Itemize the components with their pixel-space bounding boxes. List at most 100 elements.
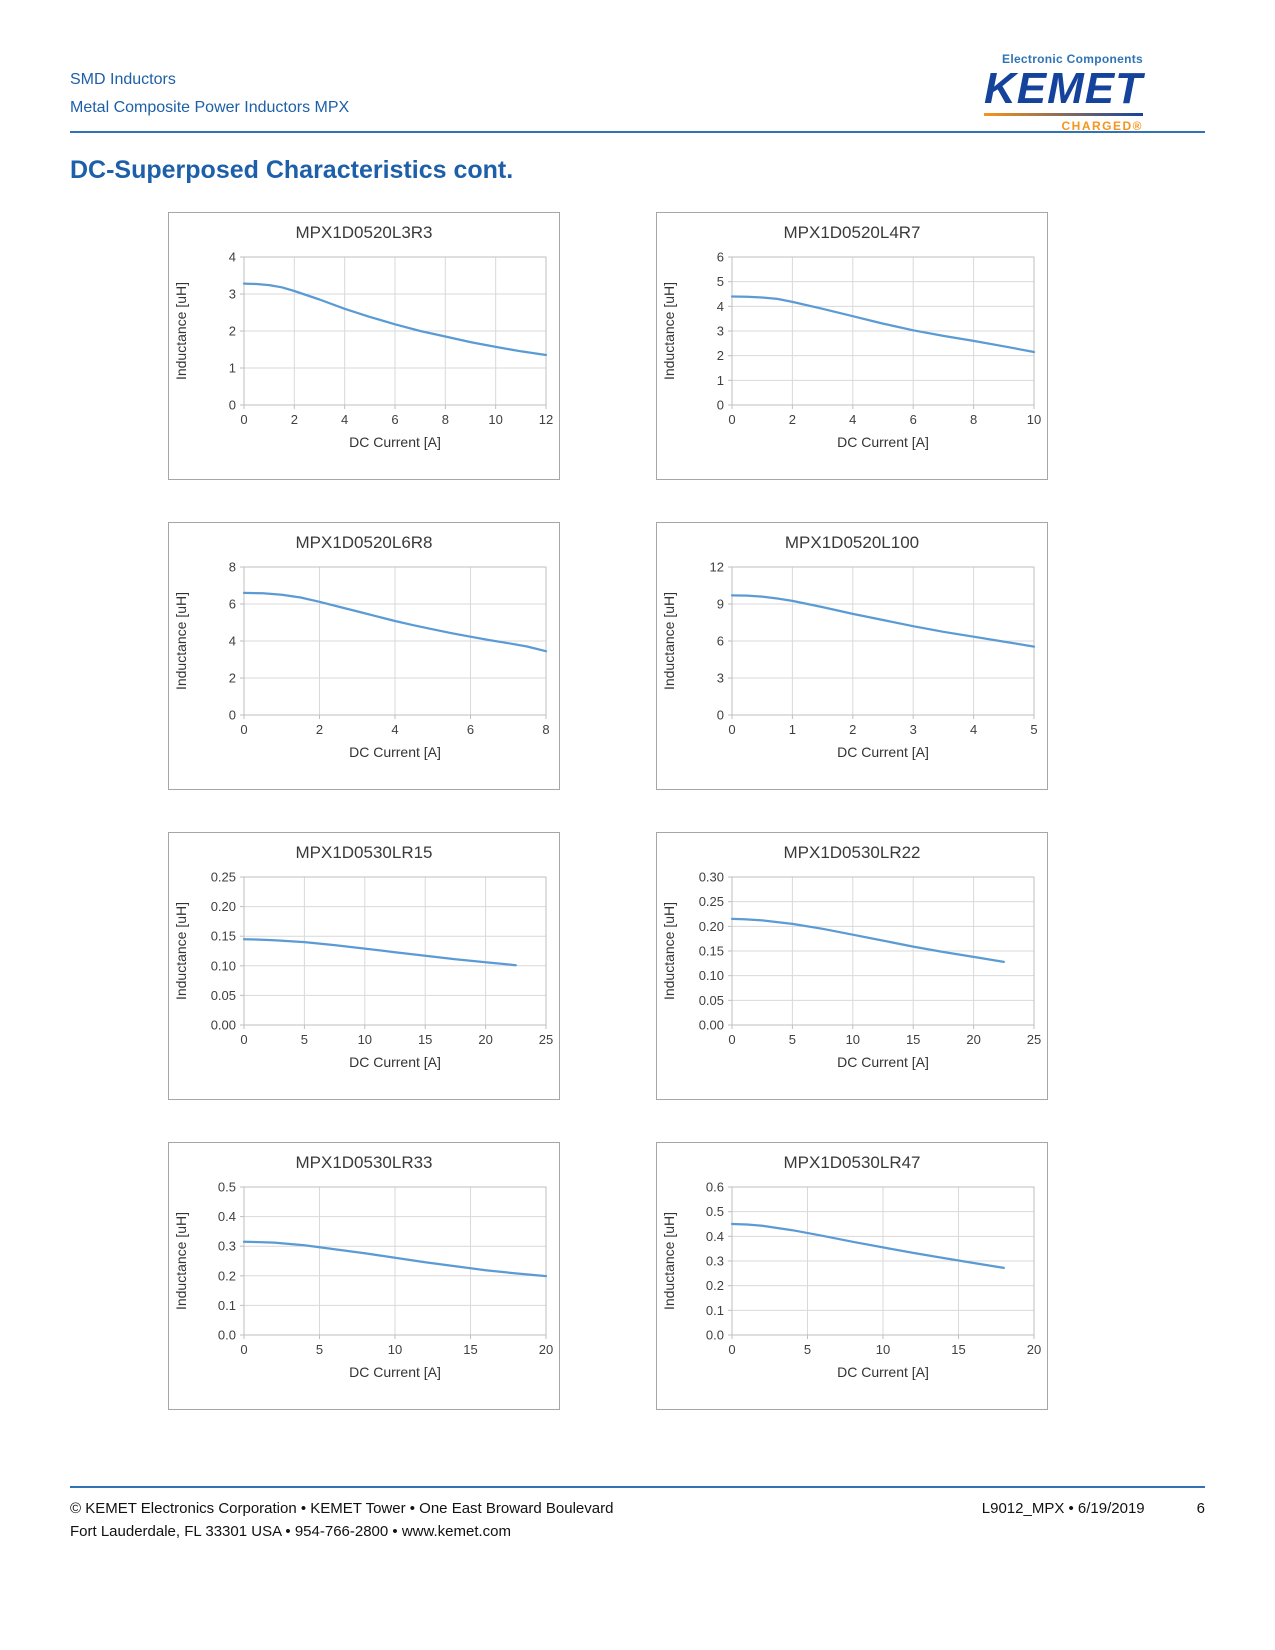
svg-text:12: 12 <box>710 560 724 575</box>
svg-text:15: 15 <box>906 1032 920 1047</box>
chart-plot: 0 5 10 15 20 0.0 0.1 0.2 0.3 0.4 0.5 0.6 DC Current … <box>661 1180 1041 1381</box>
svg-text:0.00: 0.00 <box>699 1018 724 1033</box>
svg-text:0.25: 0.25 <box>211 870 236 885</box>
svg-text:0.15: 0.15 <box>699 944 724 959</box>
chart-panel: MPX1D0530LR47 0 5 10 15 20 0.0 0.1 0.2 0.3 0.4 0.5… <box>656 1142 1048 1410</box>
svg-text:0: 0 <box>728 1032 735 1047</box>
svg-text:0.1: 0.1 <box>706 1303 724 1318</box>
chart-panel: MPX1D0530LR22 0 5 10 15 20 25 0.00 0.05 0.10 0.15… <box>656 832 1048 1100</box>
svg-text:3: 3 <box>910 722 917 737</box>
chart-panel: MPX1D0520L100 0 1 2 3 4 5 0 3 6 9 12 DC Current [A]… <box>656 522 1048 790</box>
logo-tagline: Electronic Components <box>1002 52 1143 66</box>
svg-text:1: 1 <box>717 373 724 388</box>
svg-text:4: 4 <box>341 412 348 427</box>
chart-plot: 0 2 4 6 8 0 2 4 6 8 DC Current [A] Inductance [uH] <box>173 560 550 761</box>
svg-text:20: 20 <box>966 1032 980 1047</box>
svg-text:3: 3 <box>229 287 236 302</box>
chart-plot: 0 5 10 15 20 25 0.00 0.05 0.10 0.15 0.20 0.25 DC Cur… <box>173 870 553 1071</box>
svg-text:0: 0 <box>240 412 247 427</box>
chart-title: MPX1D0530LR15 <box>295 843 433 862</box>
svg-text:0.15: 0.15 <box>211 929 236 944</box>
footer-left: © KEMET Electronics Corporation • KEMET … <box>70 1497 613 1543</box>
chart-panel: MPX1D0530LR15 0 5 10 15 20 25 0.00 0.05 0.10 0.15… <box>168 832 560 1100</box>
logo-swoosh-bar <box>984 113 1143 116</box>
svg-text:0.5: 0.5 <box>706 1204 724 1219</box>
svg-text:0.05: 0.05 <box>699 993 724 1008</box>
svg-text:0: 0 <box>229 708 236 723</box>
svg-text:DC Current [A]: DC Current [A] <box>837 744 929 760</box>
svg-text:3: 3 <box>717 671 724 686</box>
svg-text:DC Current [A]: DC Current [A] <box>349 1364 441 1380</box>
svg-text:4: 4 <box>229 634 236 649</box>
svg-text:DC Current [A]: DC Current [A] <box>349 434 441 450</box>
chart-panel: MPX1D0520L6R8 0 2 4 6 8 0 2 4 6 8 DC Current [A] In… <box>168 522 560 790</box>
svg-text:0.3: 0.3 <box>218 1239 236 1254</box>
chart-panel: MPX1D0520L3R3 0 2 4 6 8 10 12 0 1 2 3 4 DC Current [… <box>168 212 560 480</box>
svg-text:2: 2 <box>229 671 236 686</box>
chart-panel: MPX1D0530LR33 0 5 10 15 20 0.0 0.1 0.2 0.3 0.4 0.5… <box>168 1142 560 1410</box>
chart-plot: 0 5 10 15 20 25 0.00 0.05 0.10 0.15 0.20 0.25 0.30 DC… <box>661 870 1041 1071</box>
header-category: SMD Inductors <box>70 71 176 88</box>
svg-text:Inductance [uH]: Inductance [uH] <box>661 592 677 690</box>
svg-text:0: 0 <box>728 1342 735 1357</box>
svg-text:2: 2 <box>316 722 323 737</box>
svg-text:Inductance [uH]: Inductance [uH] <box>661 282 677 380</box>
document-footer: © KEMET Electronics Corporation • KEMET … <box>70 1497 1205 1543</box>
svg-text:Inductance [uH]: Inductance [uH] <box>661 902 677 1000</box>
svg-text:Inductance [uH]: Inductance [uH] <box>173 1212 189 1310</box>
svg-text:5: 5 <box>316 1342 323 1357</box>
chart-title: MPX1D0520L4R7 <box>783 223 921 242</box>
svg-text:5: 5 <box>1030 722 1037 737</box>
svg-text:4: 4 <box>391 722 398 737</box>
svg-text:5: 5 <box>301 1032 308 1047</box>
footer-page-number: 6 <box>1196 1500 1205 1517</box>
svg-text:2: 2 <box>229 324 236 339</box>
svg-text:6: 6 <box>391 412 398 427</box>
svg-text:0.05: 0.05 <box>211 988 236 1003</box>
svg-text:0.20: 0.20 <box>699 919 724 934</box>
svg-text:2: 2 <box>291 412 298 427</box>
svg-text:5: 5 <box>789 1032 796 1047</box>
footer-company-line: © KEMET Electronics Corporation • KEMET … <box>70 1500 614 1517</box>
svg-text:0.10: 0.10 <box>211 958 236 973</box>
svg-text:4: 4 <box>229 250 236 265</box>
svg-text:25: 25 <box>539 1032 553 1047</box>
document-header: SMD Inductors Metal Composite Power Indu… <box>70 66 349 122</box>
logo-brand-text: KEMET <box>984 64 1143 113</box>
svg-text:1: 1 <box>229 361 236 376</box>
svg-text:10: 10 <box>846 1032 860 1047</box>
svg-text:0.10: 0.10 <box>699 968 724 983</box>
svg-text:4: 4 <box>970 722 977 737</box>
svg-text:20: 20 <box>1027 1342 1041 1357</box>
svg-text:Inductance [uH]: Inductance [uH] <box>173 592 189 690</box>
page-title: DC-Superposed Characteristics cont. <box>70 156 514 184</box>
svg-text:20: 20 <box>478 1032 492 1047</box>
svg-text:0.20: 0.20 <box>211 899 236 914</box>
svg-text:Inductance [uH]: Inductance [uH] <box>173 282 189 380</box>
svg-text:0.2: 0.2 <box>218 1268 236 1283</box>
svg-text:15: 15 <box>951 1342 965 1357</box>
svg-text:8: 8 <box>442 412 449 427</box>
svg-text:4: 4 <box>717 299 724 314</box>
chart-plot: 0 2 4 6 8 10 0 1 2 3 4 5 6 DC Current [A] Inductance [… <box>661 250 1041 451</box>
svg-text:25: 25 <box>1027 1032 1041 1047</box>
svg-text:2: 2 <box>849 722 856 737</box>
svg-text:0: 0 <box>240 1342 247 1357</box>
charts-grid: MPX1D0520L3R3 0 2 4 6 8 10 12 0 1 2 3 4 DC Current [… <box>168 212 1048 1410</box>
header-product-line: Metal Composite Power Inductors MPX <box>70 99 350 116</box>
svg-text:6: 6 <box>467 722 474 737</box>
svg-text:0.4: 0.4 <box>706 1229 724 1244</box>
logo-charged-label: CHARGED® <box>1061 119 1143 133</box>
svg-text:Inductance [uH]: Inductance [uH] <box>173 902 189 1000</box>
svg-text:0.0: 0.0 <box>706 1328 724 1343</box>
svg-text:Inductance [uH]: Inductance [uH] <box>661 1212 677 1310</box>
svg-text:DC Current [A]: DC Current [A] <box>349 744 441 760</box>
svg-text:10: 10 <box>876 1342 890 1357</box>
svg-text:0.30: 0.30 <box>699 870 724 885</box>
svg-text:0: 0 <box>728 722 735 737</box>
svg-text:0.0: 0.0 <box>218 1328 236 1343</box>
chart-title: MPX1D0520L100 <box>784 533 920 552</box>
svg-text:10: 10 <box>488 412 502 427</box>
footer-divider <box>70 1486 1205 1488</box>
